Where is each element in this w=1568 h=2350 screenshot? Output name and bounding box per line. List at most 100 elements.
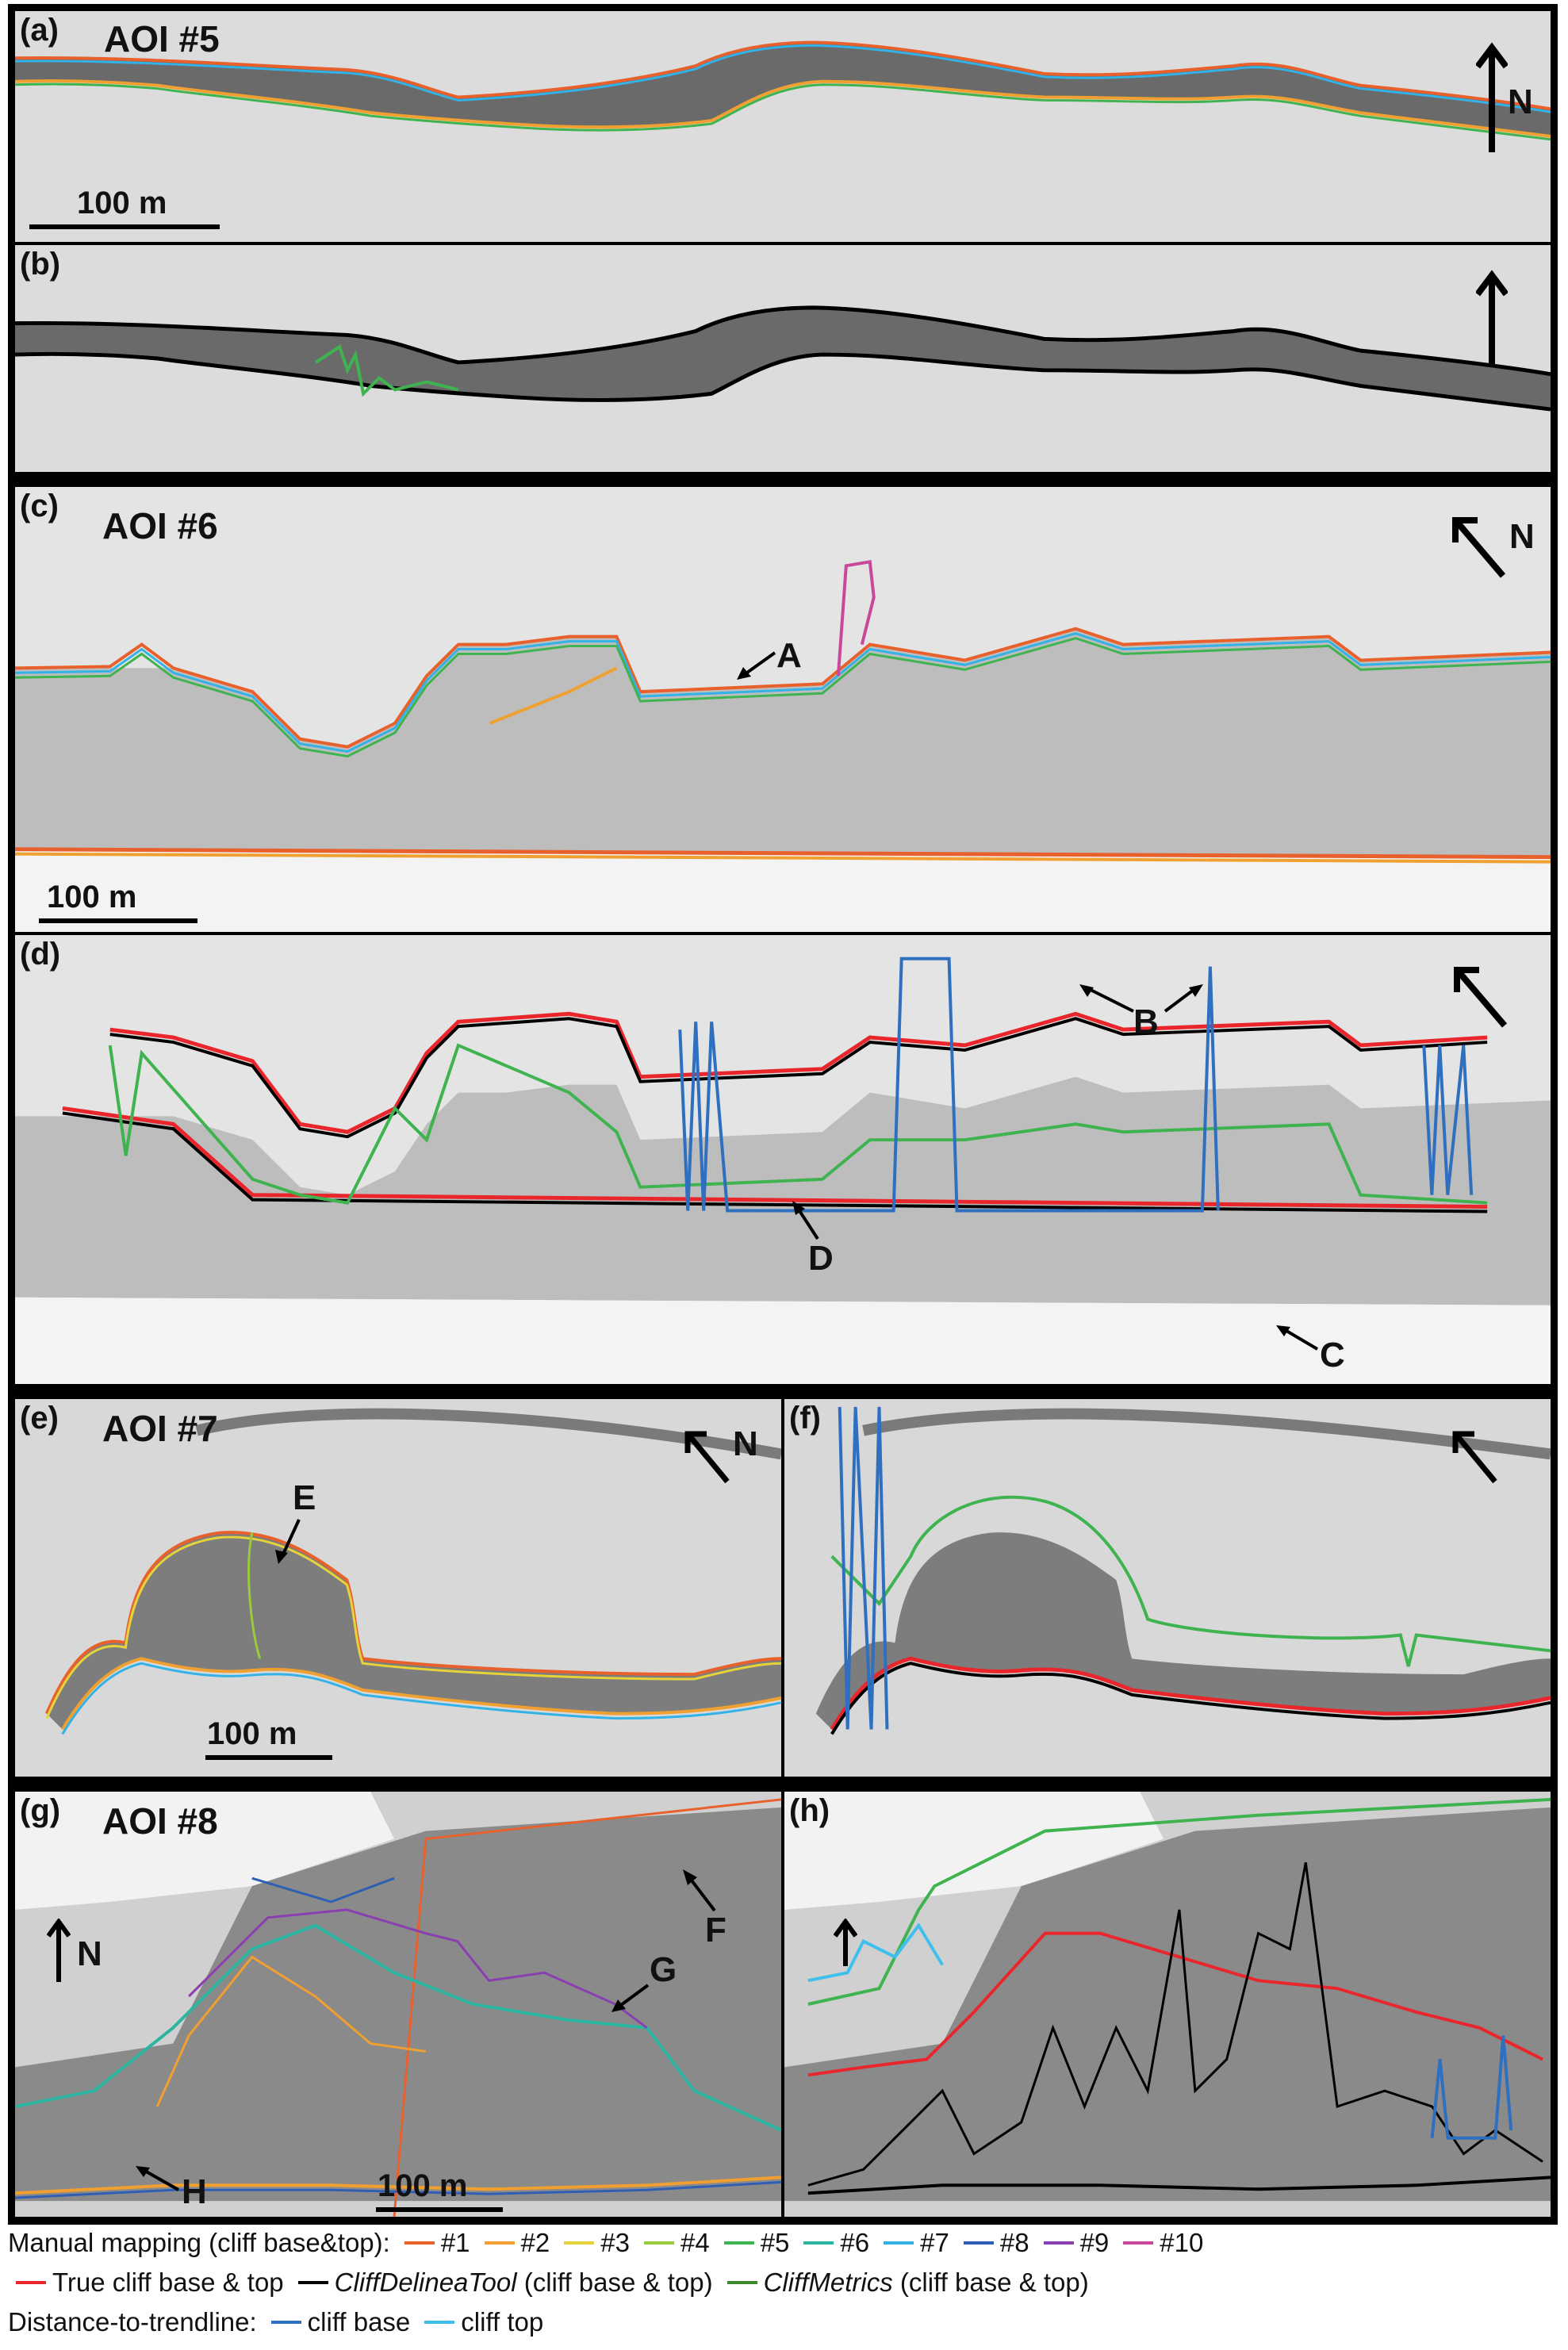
marker-a: A [776, 636, 802, 675]
cliffdelineatool-line [830, 1662, 1551, 1735]
panel-label-c: (c) [20, 489, 59, 523]
pointer-arrow-icon [1078, 983, 1205, 1014]
mapping-line [15, 847, 1551, 860]
legend-methods-row: True cliff base & top CliffDelineaTool (… [8, 2265, 1089, 2300]
mapping-line [489, 666, 618, 725]
legend-manual-row: Manual mapping (cliff base&top): #1 #2 #… [8, 2225, 1203, 2260]
north-arrow-icon [1476, 41, 1508, 152]
cliffdelineatool-line [807, 2176, 1551, 2195]
scale-label: 100 m [77, 186, 167, 220]
legend-swatch [564, 2241, 595, 2245]
legend-tool-name: CliffDelineaTool [334, 2268, 517, 2297]
mapping-line [15, 2176, 781, 2195]
north-arrow-icon [47, 1919, 71, 1982]
panel-h: (h) [783, 1790, 1552, 2218]
mapping-line [15, 627, 1551, 749]
legend-swatch [1043, 2241, 1074, 2245]
legend-swatch [963, 2241, 994, 2245]
cliffdelineatool-line [62, 1111, 1488, 1213]
legend-swatch [297, 2281, 328, 2284]
pointer-arrow-icon [274, 1518, 305, 1566]
mapping-line [251, 1877, 395, 1903]
scale-bar: 100 m [205, 1712, 332, 1760]
scale-bar: 100 m [39, 876, 197, 923]
marker-e: E [293, 1478, 316, 1517]
legend-item-label: #8 [999, 2228, 1029, 2257]
panel-g: (g) AOI #8 N F G H 100 m [13, 1790, 783, 2218]
mapping-line [15, 1923, 781, 2132]
hillshade-map-c [15, 487, 1551, 932]
true-cliff-line [830, 1656, 1551, 1731]
north-label: N [1508, 82, 1533, 121]
mapping-line [247, 1532, 262, 1659]
legend-swatch [484, 2241, 515, 2245]
mapping-line [155, 1955, 427, 2107]
legend-trend-base-label: cliff base [307, 2307, 411, 2337]
legend-metrics-suffix: (cliff base & top) [892, 2268, 1089, 2297]
panel-d: (d) B D C [13, 933, 1552, 1386]
legend-item-label: #6 [840, 2228, 870, 2257]
hillshade-map-g [15, 1792, 781, 2217]
mapping-line [15, 852, 1551, 864]
panel-label-h: (h) [789, 1793, 830, 1828]
marker-h: H [182, 2172, 207, 2211]
legend-item-label: #4 [680, 2228, 710, 2257]
true-cliff-line [807, 1931, 1543, 2077]
hillshade-map-e [15, 1399, 781, 1777]
aoi7-title: AOI #7 [102, 1408, 218, 1449]
north-arrow-icon [834, 1919, 857, 1966]
panel-label-g: (g) [20, 1793, 61, 1828]
legend-swatch [16, 2281, 46, 2284]
panel-e: (e) AOI #7 N E 100 m [13, 1397, 783, 1778]
marker-g: G [650, 1950, 677, 1989]
aoi6-title: AOI #6 [102, 505, 218, 546]
hillshade-map-b [15, 245, 1551, 472]
pointer-arrow-icon [791, 1201, 822, 1240]
scale-label: 100 m [378, 2168, 468, 2203]
north-label: N [1509, 517, 1535, 556]
legend-item-label: #7 [920, 2228, 949, 2257]
mapping-line [45, 1535, 781, 1719]
legend-manual-title: Manual mapping (cliff base&top): [8, 2228, 390, 2257]
scale-bar: 100 m [29, 182, 220, 229]
cliffmetrics-line [315, 344, 459, 397]
trendline-base-line [678, 956, 1220, 1213]
aoi5-title: AOI #5 [104, 18, 220, 59]
north-arrow-icon [1452, 965, 1508, 1029]
mapping-line [15, 79, 1551, 138]
north-arrow-icon [1476, 269, 1508, 364]
true-cliff-line [109, 1011, 1488, 1134]
legend-metrics-name: CliffMetrics [763, 2268, 893, 2297]
legend-swatch [1123, 2241, 1154, 2245]
north-arrow-icon [1451, 516, 1506, 579]
trendline-top-line [807, 1923, 944, 1983]
mapping-line [61, 1657, 781, 1731]
marker-d: D [808, 1239, 834, 1278]
legend-trend-title: Distance-to-trendline: [8, 2307, 257, 2337]
legend-swatch [726, 2281, 757, 2284]
pointer-arrow-icon [134, 2163, 182, 2195]
panel-b: (b) [13, 243, 1552, 473]
legend-trend-row: Distance-to-trendline: cliff base cliff … [8, 2305, 543, 2340]
legend-item-label: #9 [1079, 2228, 1110, 2257]
hillshade-map-f [784, 1399, 1551, 1777]
panel-label-b: (b) [20, 247, 61, 282]
marker-f: F [705, 1911, 726, 1949]
scale-label: 100 m [47, 880, 137, 914]
legend-tool-suffix: (cliff base & top) [516, 2268, 713, 2297]
legend-swatch [643, 2241, 674, 2245]
legend-item-label: #2 [520, 2228, 550, 2257]
scale-bar: 100 m [376, 2164, 503, 2212]
mapping-line [15, 82, 1551, 141]
true-cliff-line [62, 1106, 1488, 1210]
north-label: N [77, 1934, 102, 1973]
panel-label-f: (f) [789, 1401, 821, 1436]
cliffdelineatool-line [807, 1862, 1543, 2187]
mapping-line [15, 637, 1551, 758]
pointer-arrow-icon [611, 1982, 651, 2014]
pointer-arrow-icon [737, 650, 776, 681]
hillshade-map-h [784, 1792, 1551, 2217]
trendline-base-line [1430, 2035, 1513, 2140]
legend-swatch [884, 2241, 914, 2245]
legend-swatch [723, 2241, 754, 2245]
